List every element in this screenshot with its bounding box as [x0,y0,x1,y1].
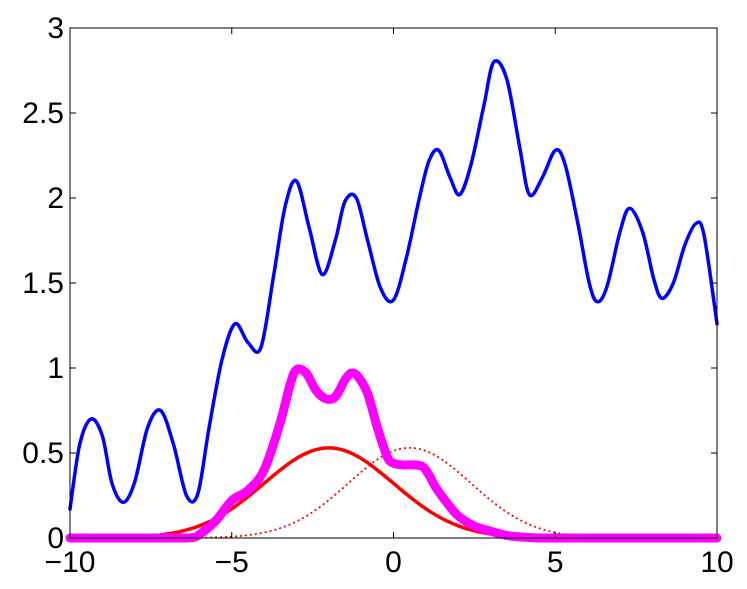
x-tick-label: −5 [215,546,249,579]
y-tick-label: 2.5 [22,97,64,130]
y-tick-label: 0 [47,522,64,555]
series-layer [65,59,722,543]
series-3-line [65,364,722,543]
series-0-line [68,59,719,511]
y-tick-label: 1.5 [22,267,64,300]
x-tick-label: 5 [547,546,564,579]
tick-labels-layer: −10 −5 0 5 10 0 0.5 1 1.5 2 2.5 3 [22,12,733,579]
x-tick-label: 0 [385,546,402,579]
x-tick-label: 10 [700,546,733,579]
x-tick-label: −10 [45,546,96,579]
y-tick-label: 0.5 [22,437,64,470]
y-tick-label: 2 [47,182,64,215]
y-tick-label: 1 [47,352,64,385]
ticks-layer [69,27,718,539]
y-tick-label: 3 [47,12,64,45]
